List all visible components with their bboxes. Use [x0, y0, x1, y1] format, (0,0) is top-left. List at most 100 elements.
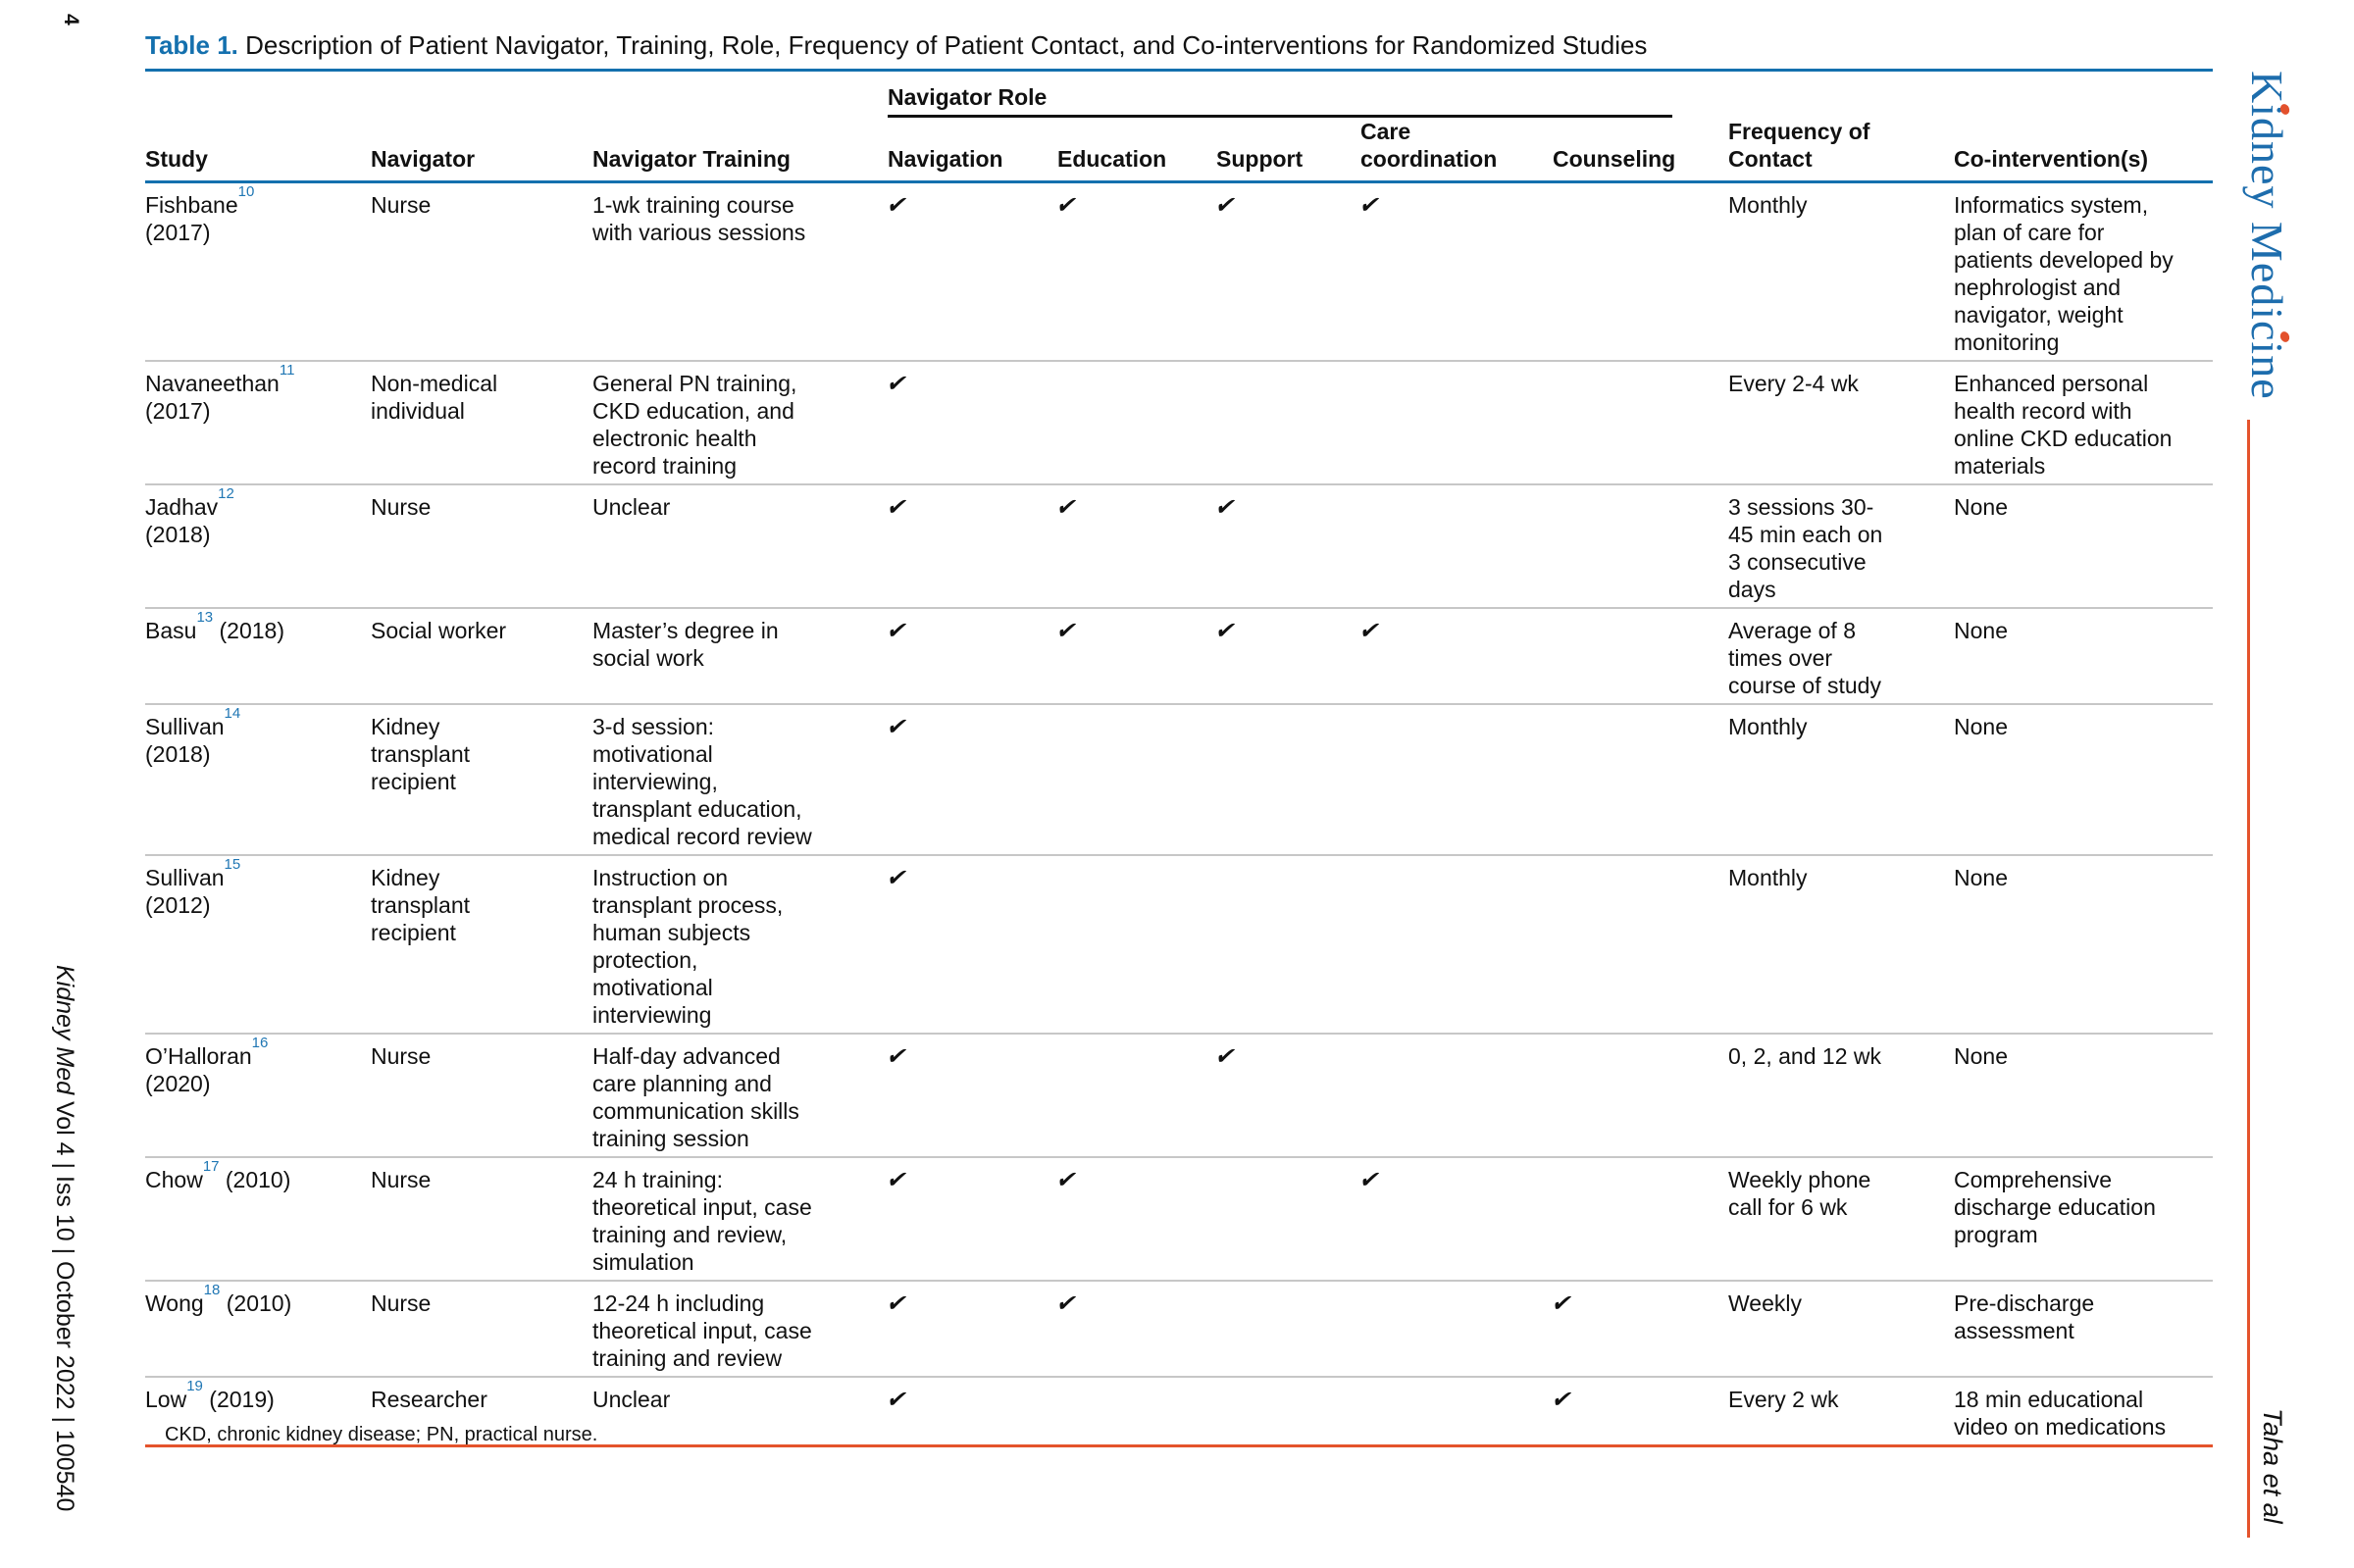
navigator-cell: Nurse: [371, 483, 592, 608]
role-check-cell: [1216, 703, 1360, 855]
role-check-cell: [1057, 360, 1216, 484]
role-check-cell: ✔: [885, 607, 1057, 704]
navigator-cell: Social worker: [371, 607, 592, 704]
frequency-cell: Monthly: [1728, 854, 1954, 1034]
check-mark-icon: ✔: [1356, 617, 1384, 644]
cointervention-cell: Comprehensive discharge education progra…: [1954, 1156, 2213, 1281]
role-check-cell: ✔: [1213, 607, 1360, 704]
check-mark-icon: ✔: [884, 864, 911, 891]
role-check-cell: [1216, 1156, 1360, 1281]
training-cell: Half-day advanced care planning and comm…: [592, 1033, 888, 1157]
table-row: Fishbane10 (2017) Nurse 1-wk training cour…: [145, 182, 2213, 362]
citation-ref: 15: [224, 856, 241, 874]
citation-ref: 12: [218, 485, 234, 503]
table-row: Sullivan15 (2012) Kidney transplant recip…: [145, 854, 2213, 1034]
role-check-cell: ✔: [1213, 182, 1360, 362]
role-check-cell: [1360, 1280, 1553, 1377]
study-name: O’Halloran: [145, 1043, 252, 1069]
check-mark-icon: ✔: [884, 1290, 911, 1317]
column-header: Counseling: [1553, 118, 1728, 183]
randomized-studies-table: Navigator Role Study Navigator Navigator Tr…: [145, 69, 2213, 1447]
study-cell: O’Halloran16 (2020): [145, 1033, 371, 1157]
role-check-cell: [1553, 483, 1728, 608]
training-cell: 12-24 h including theoretical input, cas…: [592, 1280, 888, 1377]
table-caption: Table 1. Description of Patient Navigato…: [145, 29, 2213, 61]
role-check-cell: [1553, 607, 1728, 704]
page-number: 4: [60, 14, 82, 25]
header-blank: [145, 71, 888, 119]
role-check-cell: ✔: [884, 483, 1057, 608]
role-check-cell: [1360, 703, 1553, 855]
role-check-cell: ✔: [884, 854, 1057, 1034]
navigator-role-spanner: Navigator Role: [888, 71, 1728, 118]
role-check-cell: ✔: [884, 703, 1057, 855]
table-row: Jadhav12 (2018) Nurse Unclear ✔ ✔ ✔ 3 sessions…: [145, 483, 2213, 608]
frequency-cell: 0, 2, and 12 wk: [1728, 1033, 1954, 1157]
cointervention-cell: Informatics system, plan of care for pat…: [1954, 192, 2174, 355]
check-mark-icon: ✔: [884, 493, 911, 521]
header-blank: [1728, 71, 2213, 119]
column-header: Navigator Training: [592, 118, 888, 183]
check-mark-icon: ✔: [884, 1166, 911, 1193]
column-header: Care coordination: [1360, 118, 1553, 183]
role-check-cell: ✔: [884, 1033, 1057, 1157]
check-mark-icon: ✔: [884, 1042, 911, 1070]
role-check-cell: ✔: [1054, 182, 1216, 362]
role-check-cell: ✔: [884, 1376, 1057, 1446]
study-cell: Basu13 (2018): [145, 607, 371, 704]
table: Navigator Role Study Navigator Navigator Tr…: [145, 69, 2213, 1447]
cointervention-cell: None: [1954, 703, 2213, 855]
study-cell: Jadhav12 (2018): [145, 483, 371, 608]
role-check-cell: ✔: [1212, 1033, 1360, 1157]
check-mark-icon: ✔: [1549, 1386, 1576, 1413]
role-check-cell: [1360, 483, 1553, 608]
journal-name: Kidney Med: [51, 965, 78, 1095]
cointervention-cell: Pre-discharge assessment: [1954, 1280, 2213, 1377]
citation-ref: 10: [237, 183, 255, 201]
role-check-cell: ✔: [1549, 1280, 1728, 1377]
role-check-cell: [1360, 360, 1553, 484]
study-cell: Chow17 (2010): [145, 1156, 371, 1281]
column-header: Navigator: [371, 118, 592, 183]
table-row: Navaneethan11 (2017) Non-medical individu…: [145, 360, 2213, 484]
check-mark-icon: ✔: [884, 1386, 911, 1413]
study-cell: Low19 (2019): [145, 1376, 371, 1446]
navigator-cell: Nurse: [371, 192, 432, 218]
study-name: Chow: [145, 1167, 203, 1192]
role-check-cell: ✔: [885, 182, 1057, 362]
journal-volume-info: Kidney Med Vol 4 | Iss 10 | October 2022…: [50, 965, 78, 1511]
role-check-cell: ✔: [1053, 1156, 1216, 1281]
navigator-cell: Nurse: [371, 1033, 592, 1157]
study-cell: Sullivan15 (2012): [145, 854, 371, 1034]
frequency-cell: Every 2-4 wk: [1728, 360, 1954, 484]
frequency-cell: Weekly phone call for 6 wk: [1728, 1156, 1954, 1281]
check-mark-icon: ✔: [1212, 493, 1240, 521]
role-check-cell: ✔: [884, 1156, 1057, 1281]
role-check-cell: [1057, 1376, 1216, 1446]
cointervention-cell: Enhanced personal health record with onl…: [1954, 360, 2213, 484]
journal-issue-text: Vol 4 | Iss 10 | October 2022 | 100540: [51, 1094, 78, 1512]
citation-ref: 16: [251, 1035, 269, 1052]
navigator-cell: Non-medical individual: [371, 360, 592, 484]
navigator-cell: Kidney transplant recipient: [371, 854, 592, 1034]
authors-label: Taha et al: [2258, 1408, 2287, 1524]
study-name: Sullivan: [145, 865, 225, 890]
role-check-cell: [1360, 1033, 1553, 1157]
check-mark-icon: ✔: [884, 370, 911, 397]
check-mark-icon: ✔: [1549, 1290, 1576, 1317]
role-check-cell: [1360, 854, 1553, 1034]
role-check-cell: [1216, 1376, 1360, 1446]
cointervention-cell: None: [1954, 483, 2213, 608]
check-mark-icon: ✔: [1212, 1042, 1240, 1070]
check-mark-icon: ✔: [1356, 1166, 1384, 1193]
role-check-cell: [1216, 1280, 1360, 1377]
role-check-cell: [1553, 703, 1728, 855]
role-check-cell: ✔: [1212, 483, 1360, 608]
check-mark-icon: ✔: [884, 713, 911, 740]
role-check-cell: [1553, 360, 1728, 484]
role-check-cell: [1057, 854, 1216, 1034]
check-mark-icon: ✔: [1053, 1166, 1081, 1193]
study-name: Sullivan: [145, 714, 225, 739]
check-mark-icon: ✔: [1356, 191, 1384, 219]
table-caption-text: Description of Patient Navigator, Traini…: [237, 30, 1648, 60]
